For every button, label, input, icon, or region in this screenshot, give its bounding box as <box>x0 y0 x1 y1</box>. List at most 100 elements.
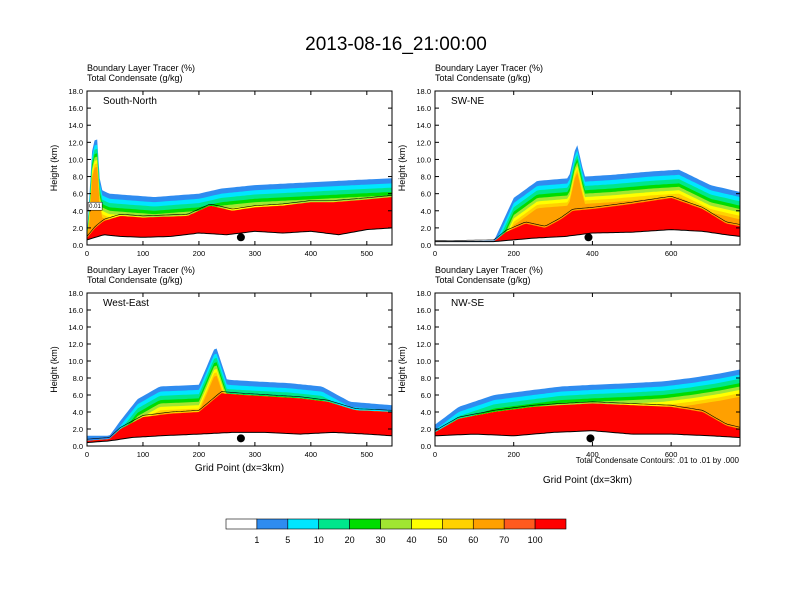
y-tick-label: 4.0 <box>421 207 431 216</box>
panel-sw-ne: Boundary Layer Tracer (%)Total Condensat… <box>397 63 741 258</box>
y-tick-label: 4.0 <box>73 408 83 417</box>
y-tick-label: 14.0 <box>68 121 83 130</box>
panel-south-north: Boundary Layer Tracer (%)Total Condensat… <box>49 63 393 258</box>
y-tick-label: 2.0 <box>421 224 431 233</box>
y-tick-label: 2.0 <box>421 425 431 434</box>
location-marker <box>236 233 245 242</box>
y-tick-label: 12.0 <box>68 138 83 147</box>
y-tick-label: 18.0 <box>416 289 431 298</box>
x-axis-label: Grid Point (dx=3km) <box>195 463 284 474</box>
colorbar-swatch <box>318 518 350 530</box>
tracer-field <box>87 139 392 245</box>
plot-frame <box>434 292 741 447</box>
x-tick-label: 400 <box>586 450 599 459</box>
colorbar-tick-label: 100 <box>528 535 543 545</box>
x-tick-label: 600 <box>665 249 678 258</box>
y-tick-label: 16.0 <box>68 306 83 315</box>
y-tick-label: 12.0 <box>416 340 431 349</box>
terrain-line <box>435 430 740 438</box>
panel-header-line1: Boundary Layer Tracer (%) <box>87 63 195 73</box>
y-tick-label: 10.0 <box>68 357 83 366</box>
y-tick-label: 14.0 <box>68 323 83 332</box>
colorbar-swatch <box>472 518 505 530</box>
y-tick-label: 14.0 <box>416 323 431 332</box>
contour-label: 0.01 <box>89 204 101 210</box>
panel-header-line1: Boundary Layer Tracer (%) <box>435 63 543 73</box>
colorbar-swatch <box>349 518 381 530</box>
colorbar: 1 5 10 20 30 40 50 60 70 100 <box>225 518 567 545</box>
y-tick-label: 14.0 <box>416 121 431 130</box>
panel-title: South-North <box>103 96 157 107</box>
y-tick-label: 8.0 <box>421 173 431 182</box>
condensate-contour <box>87 195 392 237</box>
y-tick-label: 6.0 <box>421 190 431 199</box>
x-tick-label: 600 <box>665 450 678 459</box>
colorbar-tick-label: 20 <box>345 535 355 545</box>
panel-title: SW-NE <box>451 96 484 107</box>
x-tick-label: 0 <box>433 249 437 258</box>
colorbar-tick-label: 30 <box>376 535 386 545</box>
panel-header-line2: Total Condensate (g/kg) <box>435 73 531 83</box>
panel-header-line1: Boundary Layer Tracer (%) <box>87 265 195 275</box>
x-tick-label: 400 <box>586 249 599 258</box>
y-tick-label: 18.0 <box>68 289 83 298</box>
y-tick-label: 0.0 <box>421 241 431 250</box>
condensate-contour <box>435 195 740 241</box>
panel-title: West-East <box>103 298 149 309</box>
plot-frame <box>86 292 393 447</box>
x-tick-label: 400 <box>305 249 318 258</box>
tracer-field <box>435 145 740 245</box>
colorbar-tick-label: 50 <box>437 535 447 545</box>
y-tick-label: 10.0 <box>416 155 431 164</box>
x-tick-label: 100 <box>137 450 150 459</box>
panel-header-line2: Total Condensate (g/kg) <box>87 275 183 285</box>
colorbar-tick-label: 5 <box>285 535 290 545</box>
x-tick-label: 0 <box>85 450 89 459</box>
x-tick-label: 500 <box>361 450 374 459</box>
x-axis-label: Grid Point (dx=3km) <box>543 475 632 486</box>
tracer-field <box>87 348 392 446</box>
panel-nw-se: Boundary Layer Tracer (%) Total Condensat… <box>397 265 741 486</box>
y-tick-label: 2.0 <box>73 224 83 233</box>
y-tick-label: 12.0 <box>68 340 83 349</box>
tracer-field <box>435 369 740 446</box>
colorbar-swatch <box>225 518 258 530</box>
y-tick-label: 6.0 <box>73 190 83 199</box>
y-tick-label: 10.0 <box>416 357 431 366</box>
y-tick-label: 6.0 <box>421 391 431 400</box>
colorbar-swatch <box>380 518 412 530</box>
panel-title: NW-SE <box>451 298 484 309</box>
y-tick-label: 16.0 <box>416 306 431 315</box>
condensate-contour <box>87 391 392 440</box>
panels: Boundary Layer Tracer (%)Total Condensat… <box>49 63 741 486</box>
y-tick-label: 8.0 <box>73 374 83 383</box>
y-tick-label: 8.0 <box>73 173 83 182</box>
x-tick-label: 300 <box>249 249 262 258</box>
colorbar-swatch <box>442 518 474 530</box>
plot-frame <box>86 90 393 246</box>
y-tick-label: 18.0 <box>416 87 431 96</box>
colorbar-swatch <box>534 518 567 530</box>
condensate-contour <box>435 401 740 431</box>
panel-header-line1: Boundary Layer Tracer (%) <box>435 265 543 275</box>
main-title: 2013-08-16_21:00:00 <box>305 34 487 55</box>
panel-header-line2: Total Condensate (g/kg) <box>87 73 183 83</box>
y-tick-label: 6.0 <box>73 391 83 400</box>
x-tick-label: 200 <box>193 249 206 258</box>
panel-west-east: Boundary Layer Tracer (%)Total Condensat… <box>49 265 393 474</box>
colorbar-tick-label: 60 <box>468 535 478 545</box>
x-tick-label: 0 <box>85 249 89 258</box>
x-tick-label: 500 <box>361 249 374 258</box>
y-tick-label: 16.0 <box>416 104 431 113</box>
y-axis-label: Height (km) <box>49 346 59 393</box>
footnote: Total Condensate Contours: .01 to .01 by… <box>576 456 740 465</box>
y-tick-label: 8.0 <box>421 374 431 383</box>
x-tick-label: 200 <box>193 450 206 459</box>
location-marker <box>586 434 595 443</box>
colorbar-swatch <box>411 518 443 530</box>
contour-label-box <box>87 201 103 211</box>
y-tick-label: 10.0 <box>68 155 83 164</box>
colorbar-tick-label: 70 <box>499 535 509 545</box>
colorbar-swatch <box>503 518 536 530</box>
y-tick-label: 2.0 <box>73 425 83 434</box>
